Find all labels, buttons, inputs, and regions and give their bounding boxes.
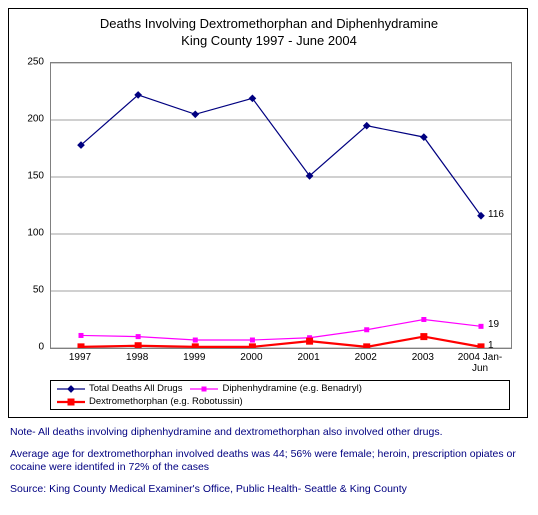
note-line-2: Average age for dextromethorphan involve…	[10, 448, 528, 475]
series-end-label: 1	[488, 340, 494, 351]
legend-item: Diphenhydramine (e.g. Benadryl)	[190, 383, 361, 394]
legend-label: Dextromethorphan (e.g. Robotussin)	[89, 396, 243, 407]
legend-item: Total Deaths All Drugs	[57, 383, 182, 394]
x-axis-tick-label: 2004 Jan-Jun	[450, 352, 510, 374]
x-axis-tick-label: 2001	[279, 352, 339, 363]
notes-block: Note- All deaths involving diphenhydrami…	[10, 426, 528, 505]
x-axis-tick-label: 1997	[50, 352, 110, 363]
chart-svg	[51, 63, 511, 348]
note-line-1: Note- All deaths involving diphenhydrami…	[10, 426, 528, 440]
legend-label: Total Deaths All Drugs	[89, 383, 182, 394]
legend-item: Dextromethorphan (e.g. Robotussin)	[57, 396, 243, 407]
y-axis-tick-label: 200	[27, 114, 44, 125]
plot-area	[50, 62, 512, 349]
chart-title: Deaths Involving Dextromethorphan and Di…	[0, 16, 538, 50]
series-end-label: 19	[488, 319, 499, 330]
y-axis-tick-label: 100	[27, 228, 44, 239]
x-axis-tick-label: 1998	[107, 352, 167, 363]
series-end-label: 116	[488, 209, 504, 220]
y-axis-tick-label: 150	[27, 171, 44, 182]
y-axis-tick-label: 0	[38, 342, 44, 353]
y-axis-tick-label: 50	[33, 285, 44, 296]
legend-swatch	[57, 397, 85, 407]
x-axis-tick-label: 1999	[164, 352, 224, 363]
note-line-3: Source: King County Medical Examiner's O…	[10, 483, 528, 497]
x-axis-tick-label: 2002	[336, 352, 396, 363]
legend-swatch	[57, 384, 85, 394]
x-axis-tick-label: 2000	[221, 352, 281, 363]
legend-swatch	[190, 384, 218, 394]
title-line-1: Deaths Involving Dextromethorphan and Di…	[100, 16, 438, 31]
title-line-2: King County 1997 - June 2004	[181, 33, 357, 48]
legend: Total Deaths All Drugs Diphenhydramine (e…	[50, 380, 510, 410]
legend-label: Diphenhydramine (e.g. Benadryl)	[222, 383, 361, 394]
y-axis-tick-label: 250	[27, 57, 44, 68]
chart-container: Deaths Involving Dextromethorphan and Di…	[0, 0, 538, 515]
x-axis-tick-label: 2003	[393, 352, 453, 363]
